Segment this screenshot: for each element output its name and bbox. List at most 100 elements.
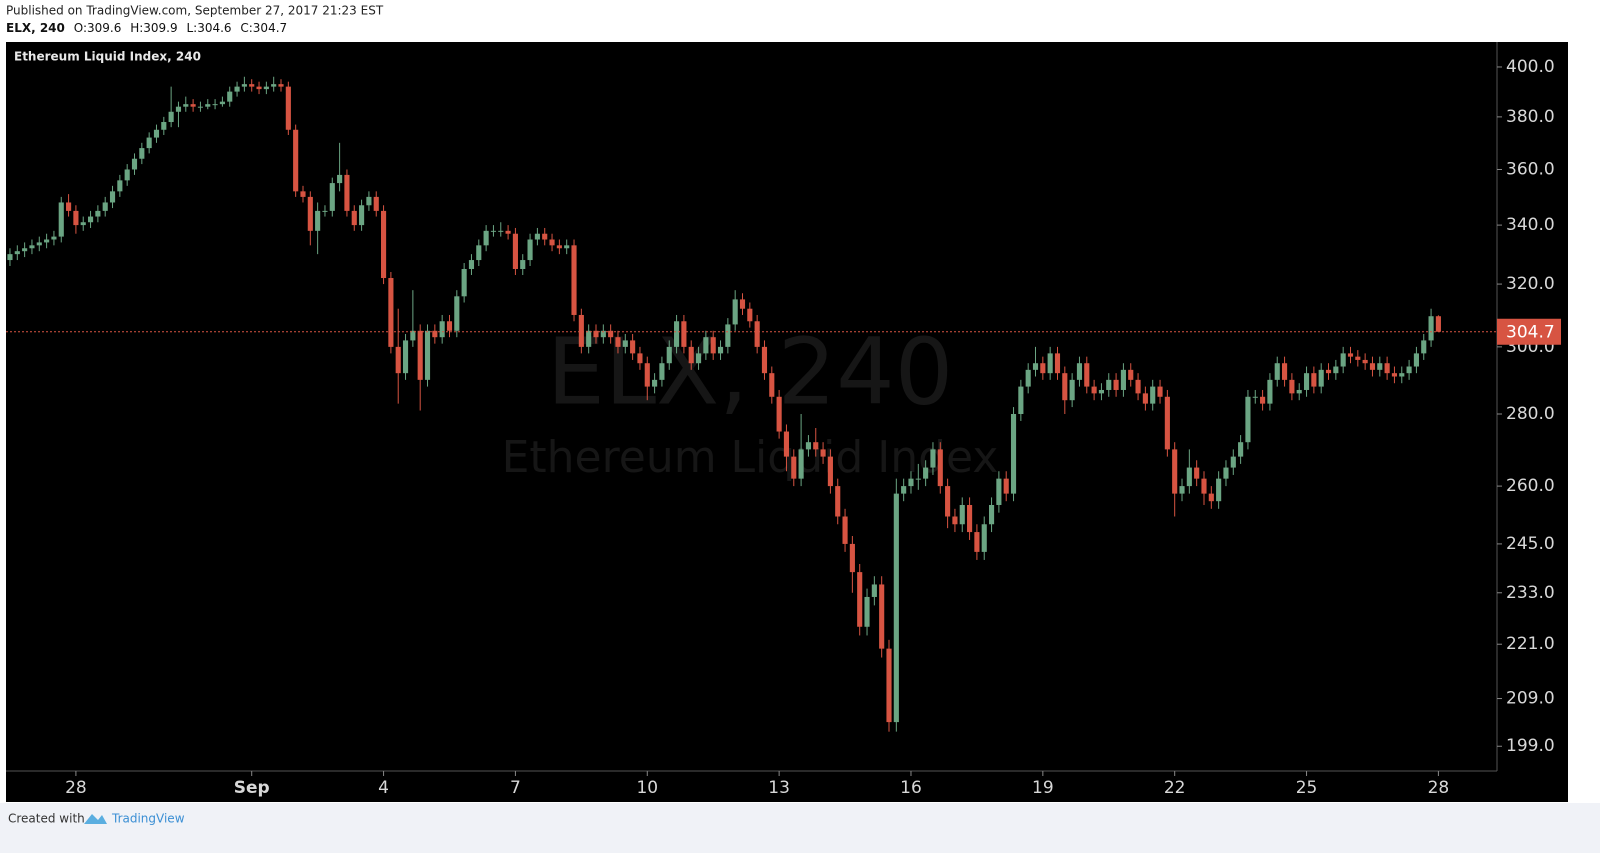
candle-body: [344, 174, 350, 211]
candle-body: [439, 321, 445, 338]
y-tick-label: 360.0: [1506, 159, 1555, 179]
candle-body: [263, 86, 269, 90]
candle-body: [461, 268, 467, 297]
candle-body: [1208, 493, 1214, 502]
candle-body: [417, 330, 423, 380]
candle-body: [805, 442, 811, 450]
candle-body: [732, 299, 738, 325]
candle-body: [988, 504, 995, 525]
candle-body: [615, 337, 621, 347]
candle-body: [769, 373, 775, 397]
candle-body: [1384, 363, 1390, 374]
candle-body: [703, 337, 709, 354]
x-tick-label: 19: [1032, 778, 1054, 798]
plot-area: 400.0380.0360.0340.0320.0300.0280.0260.0…: [6, 57, 1561, 798]
candle-body: [1032, 363, 1039, 370]
x-tick-label: 28: [1428, 778, 1450, 798]
candle-body: [307, 196, 313, 231]
candle-body: [190, 104, 196, 107]
candle-body: [739, 299, 746, 309]
last-price-label: 304.7: [1506, 323, 1555, 343]
candle-body: [490, 230, 497, 232]
candle-body: [95, 210, 101, 217]
candle-body: [1018, 386, 1024, 414]
candle-body: [381, 210, 387, 279]
candle-body: [337, 174, 343, 184]
candle-body: [14, 251, 20, 255]
candle-body: [747, 308, 753, 322]
candle-body: [1025, 369, 1031, 387]
candle-body: [981, 524, 987, 552]
candle-body: [717, 346, 724, 354]
candle-body: [1399, 373, 1405, 377]
candle-body: [1194, 467, 1200, 479]
candle-body: [168, 111, 174, 123]
candle-body: [351, 210, 357, 226]
candle-body: [1260, 396, 1266, 404]
candle-body: [1362, 359, 1368, 364]
candle-body: [241, 84, 247, 87]
candle-body: [205, 104, 211, 107]
candle-body: [505, 230, 511, 234]
candle-body: [300, 191, 306, 197]
candle-body: [22, 248, 28, 252]
last-price-box: [1497, 318, 1561, 345]
watermark-name: Ethereum Liquid Index: [502, 432, 999, 483]
candle-body: [1179, 486, 1185, 494]
candle-body: [791, 456, 797, 479]
brand-logo: [84, 814, 107, 824]
candle-body: [520, 260, 526, 269]
candle-body: [1230, 456, 1236, 468]
candle-body: [857, 572, 863, 627]
candle-body: [1406, 366, 1412, 374]
candle-body: [1252, 396, 1258, 398]
candle-body: [7, 254, 13, 261]
candle-body: [1076, 363, 1083, 380]
candle-body: [1201, 478, 1207, 494]
candle-body: [1040, 363, 1046, 374]
candle-body: [80, 222, 86, 226]
candle-body: [402, 340, 409, 374]
candle-body: [1135, 379, 1141, 394]
candle-body: [967, 504, 973, 533]
candle-body: [886, 648, 892, 723]
candle-body: [183, 104, 189, 107]
candle-body: [674, 321, 680, 347]
candle-body: [893, 493, 899, 723]
candle-body: [1289, 379, 1295, 394]
candle-body: [1296, 389, 1302, 394]
candle-body: [798, 449, 804, 479]
y-tick-label: 233.0: [1506, 583, 1555, 603]
candle-body: [1062, 373, 1068, 401]
candle-body: [29, 245, 35, 249]
candle-body: [483, 230, 489, 246]
candle-body: [73, 210, 79, 226]
candle-body: [131, 158, 138, 170]
candle-body: [219, 101, 225, 105]
brand-name[interactable]: TradingView: [111, 812, 185, 826]
candle-body: [1106, 379, 1112, 390]
candle-body: [564, 245, 570, 249]
candle-body: [710, 337, 716, 354]
candle-body: [359, 205, 365, 226]
x-tick-label: 10: [636, 778, 658, 798]
candle-body: [212, 104, 218, 106]
candle-body: [322, 210, 328, 212]
candle-body: [1142, 393, 1148, 404]
candle-body: [117, 180, 123, 192]
published-note: Published on TradingView.com, September …: [6, 4, 384, 18]
candle-body: [1377, 363, 1383, 370]
candle-body: [512, 233, 518, 269]
candle-body: [681, 321, 687, 347]
candle-body: [549, 239, 555, 246]
x-tick-label: 7: [510, 778, 521, 798]
candle-body: [1098, 389, 1105, 394]
candle-body: [1369, 363, 1376, 370]
candle-body: [1245, 396, 1251, 443]
candle-body: [1223, 467, 1229, 479]
candle-body: [1303, 373, 1310, 390]
candle-body: [271, 84, 277, 87]
watermark-symbol: ELX, 240: [547, 318, 954, 425]
candle-body: [1069, 379, 1075, 401]
